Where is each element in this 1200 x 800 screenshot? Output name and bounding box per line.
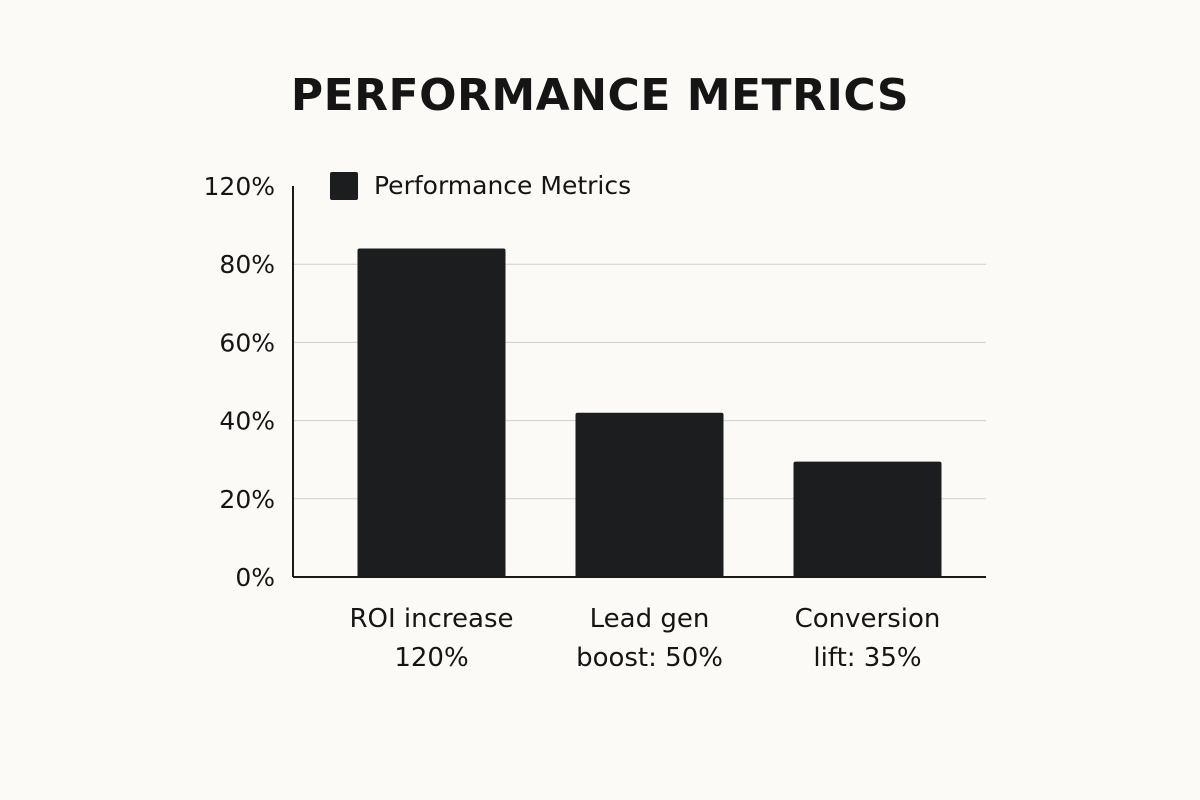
legend: Performance Metrics <box>330 171 631 200</box>
legend-label: Performance Metrics <box>374 171 631 200</box>
y-tick-label: 60% <box>219 328 275 357</box>
bar <box>793 461 942 577</box>
y-tick-label: 80% <box>219 250 275 279</box>
chart-title: PERFORMANCE METRICS <box>290 70 910 121</box>
bar <box>575 412 724 577</box>
y-tick-label: 40% <box>219 407 275 436</box>
y-tick-labels: 0% 20% 40% 60% 80% 120% <box>204 172 275 592</box>
x-tick-label: Lead gen boost: 50% <box>576 604 723 673</box>
bar <box>357 248 506 577</box>
axes <box>292 186 986 578</box>
bars <box>357 248 942 577</box>
legend-swatch <box>330 172 358 200</box>
y-tick-label: 0% <box>235 563 275 592</box>
y-tick-label: 120% <box>204 172 275 201</box>
y-tick-label: 20% <box>219 485 275 514</box>
x-tick-labels: ROI increase 120% Lead gen boost: 50% Conver… <box>349 604 940 673</box>
x-tick-label: ROI increase 120% <box>349 604 513 673</box>
x-tick-label: Conversion lift: 35% <box>795 604 941 673</box>
